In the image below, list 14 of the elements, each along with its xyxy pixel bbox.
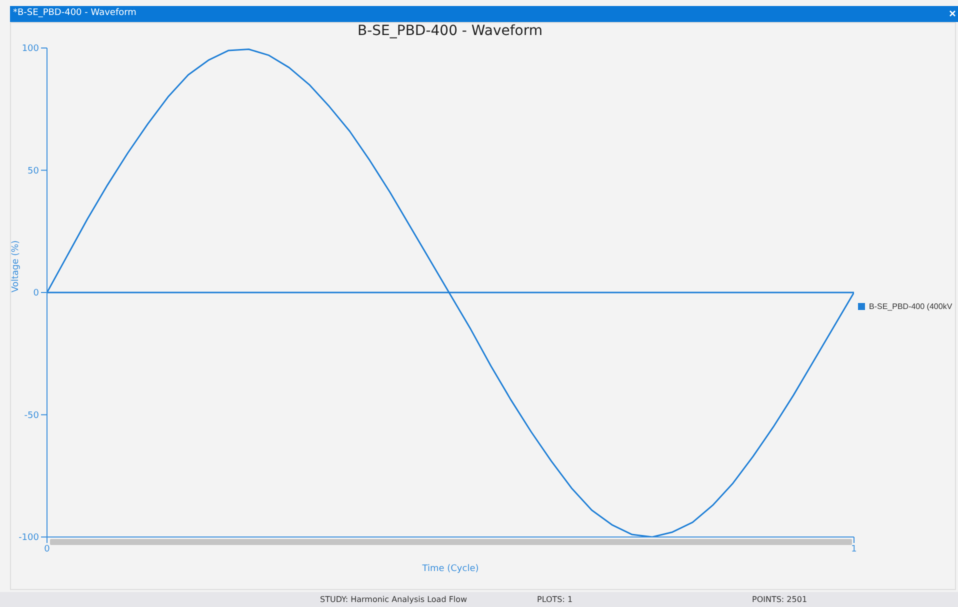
text: PLOTS: 1: [537, 595, 573, 604]
y-axis-title: Voltage (%): [11, 240, 22, 292]
y-tick-label: 100: [22, 44, 40, 54]
text: STUDY: Harmonic Analysis Load Flow: [320, 595, 468, 604]
y-tick-label: 50: [28, 166, 40, 176]
text: POINTS: 2501: [752, 595, 808, 604]
text: *B-SE_PBD-400 - Waveform: [13, 8, 136, 18]
y-tick-label: -50: [24, 410, 40, 421]
y-tick-label: -100: [18, 533, 40, 544]
chart-title: B-SE_PBD-400 - Waveform: [356, 23, 544, 39]
x-tick-label: 1: [851, 544, 857, 554]
x-axis-title: Time (Cycle): [421, 564, 479, 574]
y-tick-label: 0: [33, 288, 40, 299]
legend-label: B-SE_PBD-400 (400kV: [869, 302, 952, 311]
